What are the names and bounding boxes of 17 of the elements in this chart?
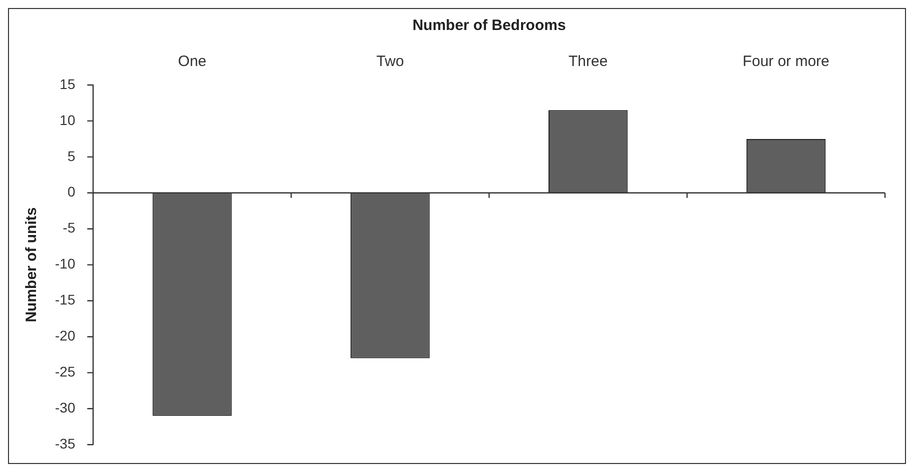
y-tick-label: 10 (60, 112, 76, 128)
y-tick-label: -10 (55, 256, 76, 272)
y-tick-label: -15 (55, 292, 76, 308)
y-tick-label: 0 (67, 184, 76, 200)
x-tick-label: Two (376, 53, 404, 70)
x-axis-title: Number of Bedrooms (412, 17, 566, 34)
x-tick-label: Four or more (742, 53, 830, 70)
x-tick-label: Three (568, 53, 608, 70)
y-tick-label: 15 (60, 76, 76, 92)
y-tick-label: -5 (62, 220, 76, 236)
y-tick-label: 5 (67, 148, 76, 164)
x-tick-label: One (178, 53, 206, 70)
y-axis-title: Number of units (23, 207, 40, 322)
y-tick-label: -35 (55, 435, 76, 452)
y-tick-label: -30 (55, 400, 76, 416)
y-tick-label: -25 (55, 364, 76, 380)
y-tick-label: -20 (55, 328, 76, 344)
